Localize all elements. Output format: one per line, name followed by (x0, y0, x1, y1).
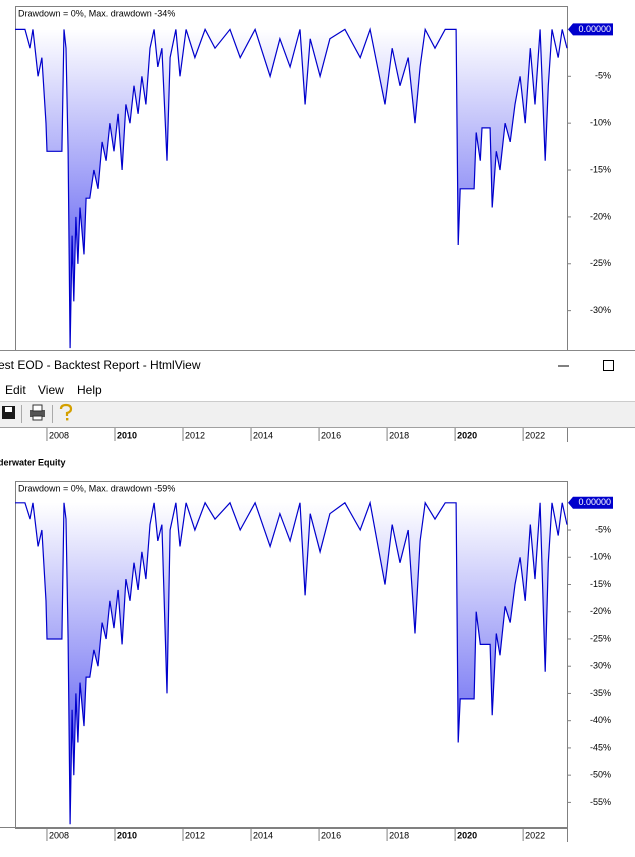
x-axis-bottom: 2008 2010 2012 2014 2016 2018 2020 2022 (0, 827, 568, 842)
chart-title: Drawdown = 0%, Max. drawdown -34% (18, 8, 175, 18)
chart-bottom: Drawdown = 0%, Max. drawdown -59% -5% -10%… (15, 481, 613, 829)
help-icon[interactable] (59, 403, 73, 421)
x-tick-label: 2020 (457, 830, 477, 840)
x-tick-label: 2012 (185, 830, 205, 840)
y-tick-label: -30% (590, 305, 611, 315)
x-tick-label: 2014 (253, 830, 273, 840)
y-tick-label: -40% (590, 715, 611, 725)
y-tick-label: -55% (590, 797, 611, 807)
x-tick-label: 2008 (49, 830, 69, 840)
y-tick-label: -30% (590, 661, 611, 671)
y-tick-label: -15% (590, 164, 611, 174)
y-tick-label: -25% (590, 258, 611, 268)
x-tick-label: 2022 (525, 430, 545, 440)
print-icon[interactable] (30, 404, 45, 421)
x-tick-label: 2020 (457, 430, 477, 440)
x-tick-label: 2010 (117, 430, 137, 440)
y-tick-label: -5% (595, 71, 611, 81)
chart-title: Drawdown = 0%, Max. drawdown -59% (18, 483, 175, 493)
y-tick-label: -5% (595, 524, 611, 534)
drawdown-line (15, 27, 568, 349)
y-tick-label: -15% (590, 579, 611, 589)
y-tick-label: -20% (590, 606, 611, 616)
current-value-label: 0.00000 (578, 497, 611, 507)
y-tick-label: -45% (590, 742, 611, 752)
y-tick-label: -20% (590, 211, 611, 221)
title-bar (0, 350, 635, 381)
x-axis-top: 2008 2010 2012 2014 2016 2018 2020 2022 (0, 427, 568, 442)
y-tick-label: -10% (590, 552, 611, 562)
y-tick-label: -35% (590, 688, 611, 698)
window-title: est EOD - Backtest Report - HtmlView (0, 358, 201, 372)
menu-item[interactable]: View (38, 383, 64, 397)
y-tick-label: -25% (590, 633, 611, 643)
toolbar (0, 401, 635, 428)
x-tick-label: 2016 (321, 430, 341, 440)
x-tick-label: 2018 (389, 830, 409, 840)
x-tick-label: 2008 (49, 430, 69, 440)
y-tick-label: -50% (590, 770, 611, 780)
save-icon[interactable] (2, 406, 15, 419)
menu-bar (0, 381, 635, 401)
window-chrome: est EOD - Backtest Report - HtmlView Edi… (0, 350, 635, 428)
current-value-marker (568, 496, 613, 509)
x-tick-label: 2014 (253, 430, 273, 440)
x-tick-label: 2018 (389, 430, 409, 440)
x-tick-label: 2022 (525, 830, 545, 840)
current-value-marker (568, 23, 613, 36)
menu-item[interactable]: Edit (5, 383, 26, 397)
maximize-button[interactable] (603, 360, 614, 371)
section-title: derwater Equity (0, 457, 66, 467)
drawdown-line (15, 500, 568, 825)
y-tick-label: -10% (590, 118, 611, 128)
x-tick-label: 2010 (117, 830, 137, 840)
chart-top: Drawdown = 0%, Max. drawdown -34% -5% -10%… (15, 6, 613, 350)
current-value-label: 0.00000 (578, 24, 611, 34)
x-tick-label: 2016 (321, 830, 341, 840)
menu-item[interactable]: Help (77, 383, 102, 397)
x-tick-label: 2012 (185, 430, 205, 440)
